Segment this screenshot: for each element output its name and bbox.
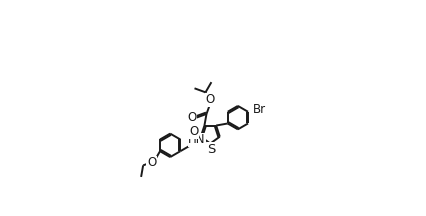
Text: S: S (207, 143, 215, 156)
Text: Br: Br (253, 103, 266, 116)
Text: O: O (187, 111, 196, 124)
Text: O: O (147, 156, 156, 169)
Text: HN: HN (188, 133, 205, 146)
Text: O: O (205, 93, 215, 106)
Text: O: O (189, 125, 198, 138)
